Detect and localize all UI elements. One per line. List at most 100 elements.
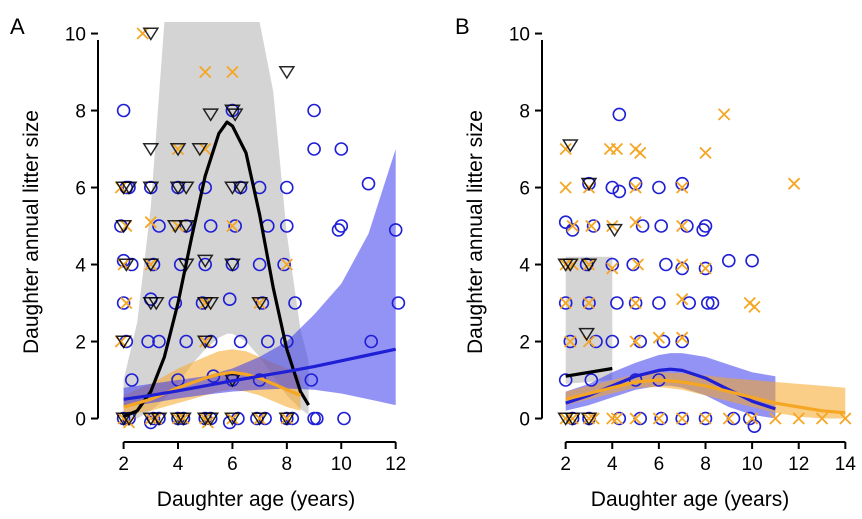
y-tick-label: 6 <box>519 179 530 200</box>
data-point-circle <box>116 296 131 310</box>
data-point-circle <box>565 223 580 237</box>
data-point-cross <box>564 335 577 348</box>
confidence-band-3 <box>123 149 396 407</box>
data-point-triangle <box>142 181 160 195</box>
panel-b: B Daughter annual litter size Daughter a… <box>455 14 856 511</box>
data-point-circle <box>700 296 715 310</box>
data-point-circle <box>334 142 349 156</box>
panel-a: A Daughter annual litter size Daughter a… <box>10 14 406 511</box>
y-tick-label: 10 <box>65 25 86 46</box>
data-point-circle <box>331 223 346 237</box>
confidence-band-3 <box>565 372 846 419</box>
data-point-cross <box>629 296 642 310</box>
data-point-triangle <box>606 223 623 238</box>
data-point-cross <box>652 331 666 344</box>
data-point-cross <box>144 412 157 425</box>
data-point-circle <box>612 184 627 199</box>
data-point-triangle <box>169 143 187 157</box>
data-point-circle <box>337 411 351 426</box>
data-point-cross <box>676 412 689 425</box>
data-point-circle <box>364 334 379 349</box>
data-point-circle <box>682 296 697 310</box>
data-point-circle <box>633 334 648 349</box>
data-point-circle <box>222 292 237 307</box>
data-point-triangle <box>142 143 160 157</box>
data-point-circle <box>698 261 713 276</box>
data-point-circle <box>334 219 349 233</box>
data-point-cross <box>559 142 572 156</box>
data-point-cross <box>226 65 239 79</box>
data-point-cross <box>676 331 689 344</box>
data-point-cross <box>676 258 689 271</box>
data-point-circle <box>279 180 294 195</box>
data-point-triangle <box>169 181 187 195</box>
data-point-cross <box>253 412 266 425</box>
data-point-triangle <box>202 108 220 122</box>
data-point-circle <box>656 334 671 349</box>
data-point-cross <box>769 412 782 425</box>
data-point-triangle <box>580 412 598 426</box>
data-point-circle <box>361 176 376 191</box>
data-point-circle <box>654 219 669 233</box>
data-point-circle <box>309 411 324 426</box>
data-point-circle <box>125 373 139 387</box>
data-point-circle <box>277 257 291 272</box>
y-tick-label: 8 <box>519 102 530 123</box>
data-point-cross <box>676 293 689 306</box>
data-point-cross <box>201 416 215 429</box>
data-point-triangle <box>251 412 268 426</box>
x-tick-label: 6 <box>654 454 665 475</box>
data-point-circle <box>628 296 643 310</box>
data-point-cross <box>629 216 642 229</box>
data-point-circle <box>252 257 267 272</box>
data-point-triangle <box>564 412 581 426</box>
data-point-triangle <box>191 143 209 157</box>
data-point-cross <box>136 27 149 40</box>
data-point-cross <box>748 300 761 314</box>
data-point-triangle <box>202 412 220 426</box>
y-tick-label: 6 <box>75 179 86 200</box>
x-tick-label: 2 <box>118 454 129 475</box>
data-point-circle <box>388 223 403 237</box>
panel-b-xlabel: Daughter age (years) <box>591 488 789 511</box>
data-point-cross <box>787 177 801 190</box>
data-point-cross <box>722 412 735 425</box>
data-point-triangle <box>226 108 244 122</box>
panel-b-ylabel: Daughter annual litter size <box>464 110 487 354</box>
data-point-cross <box>120 296 133 310</box>
data-point-circle <box>198 257 212 272</box>
data-point-cross <box>144 216 157 229</box>
data-point-triangle <box>177 181 195 195</box>
data-point-triangle <box>278 66 296 80</box>
y-tick-label: 4 <box>75 256 86 277</box>
data-point-cross <box>815 412 829 425</box>
x-tick-label: 6 <box>227 454 238 475</box>
panel-a-label: A <box>10 14 25 39</box>
data-point-cross <box>585 219 598 233</box>
x-tick-label: 2 <box>560 454 571 475</box>
data-point-cross <box>745 412 759 425</box>
data-point-circle <box>628 176 643 191</box>
data-point-cross <box>699 146 712 160</box>
data-point-circle <box>696 223 711 237</box>
data-point-circle <box>563 334 578 349</box>
data-point-triangle <box>578 327 595 342</box>
data-point-triangle <box>202 297 220 311</box>
data-point-circle <box>605 180 620 195</box>
data-point-cross <box>676 181 689 194</box>
data-point-circle <box>171 373 185 387</box>
x-tick-label: 14 <box>835 454 857 475</box>
data-point-cross <box>606 219 619 233</box>
y-tick-label: 8 <box>75 102 86 123</box>
x-tick-label: 12 <box>788 454 809 475</box>
data-point-triangle <box>142 258 160 272</box>
data-point-circle <box>705 296 720 310</box>
data-point-circle <box>612 107 627 122</box>
x-tick-label: 10 <box>331 454 352 475</box>
data-point-cross <box>280 258 293 271</box>
data-point-triangle <box>166 220 184 234</box>
data-point-circle <box>582 296 596 310</box>
data-point-triangle <box>142 412 160 426</box>
data-point-circle <box>675 261 690 276</box>
